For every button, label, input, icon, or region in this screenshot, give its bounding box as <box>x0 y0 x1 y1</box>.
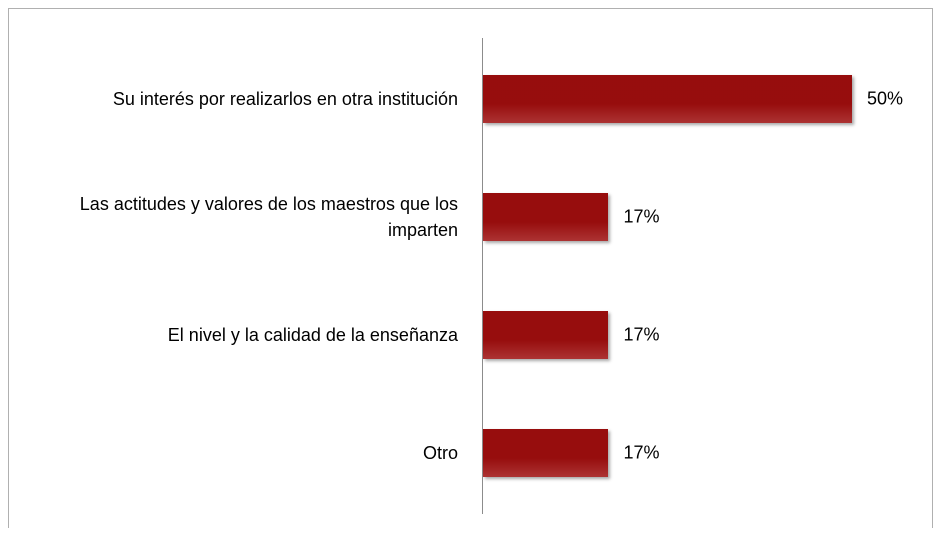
bar <box>483 429 609 477</box>
category-label: El nivel y la calidad de la enseñanza <box>167 325 458 345</box>
category-label: Otro <box>422 443 458 463</box>
bar <box>483 193 609 241</box>
chart-frame <box>8 8 933 528</box>
bar <box>483 311 609 359</box>
data-label: 17% <box>623 442 660 463</box>
data-label: 17% <box>623 206 660 227</box>
category-axis <box>482 38 483 514</box>
category-label: Su interés por realizarlos en otra insti… <box>112 89 458 109</box>
category-label: Las actitudes y valores de los maestros … <box>79 194 458 240</box>
bar <box>483 75 852 123</box>
data-label: 50% <box>867 88 904 109</box>
data-label: 17% <box>623 324 660 345</box>
